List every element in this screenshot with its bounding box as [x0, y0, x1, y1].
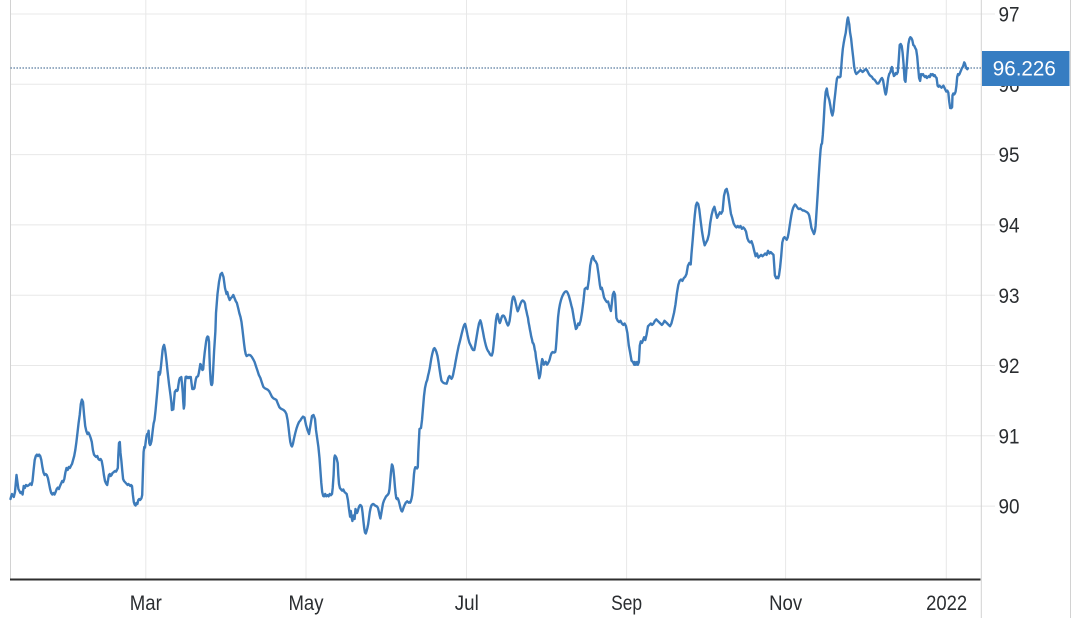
svg-text:Jul: Jul	[455, 591, 479, 615]
svg-text:95: 95	[999, 143, 1020, 167]
svg-text:May: May	[289, 591, 324, 615]
svg-text:91: 91	[999, 424, 1020, 448]
svg-text:96.226: 96.226	[993, 57, 1056, 81]
svg-text:Nov: Nov	[769, 591, 802, 615]
svg-text:97: 97	[999, 3, 1020, 27]
svg-text:Mar: Mar	[130, 591, 162, 615]
svg-text:2022: 2022	[926, 591, 967, 615]
svg-text:93: 93	[999, 284, 1020, 308]
svg-text:92: 92	[999, 354, 1020, 378]
svg-text:94: 94	[999, 214, 1020, 238]
svg-text:90: 90	[999, 495, 1020, 519]
svg-text:Sep: Sep	[611, 591, 642, 615]
